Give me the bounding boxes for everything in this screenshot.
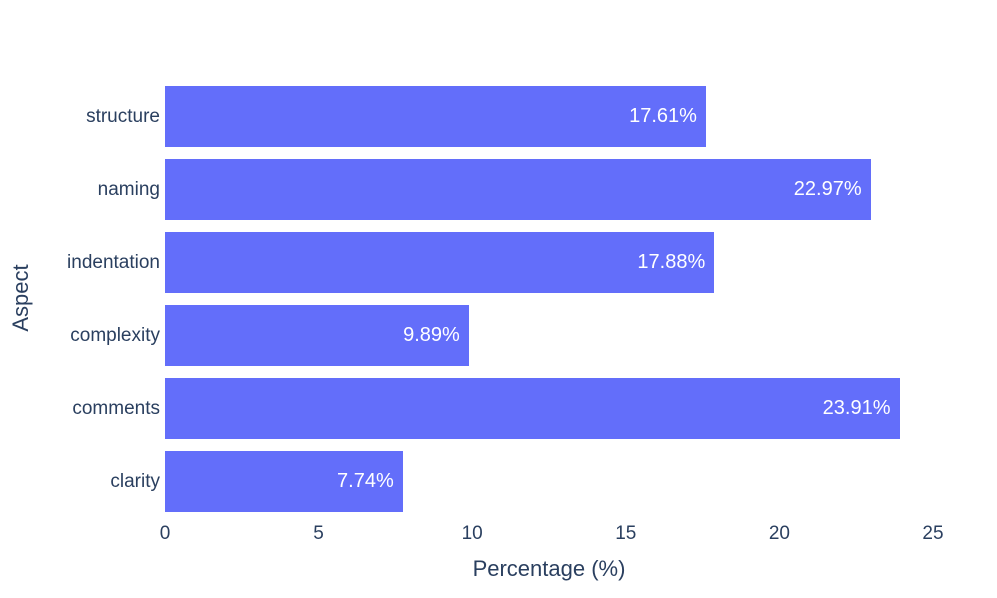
bar: 7.74%	[165, 451, 403, 512]
category-label: complexity	[70, 324, 160, 346]
bar: 9.89%	[165, 305, 469, 366]
chart-row: indentation 17.88%	[0, 232, 997, 293]
bar-value-label: 17.88%	[637, 251, 706, 273]
bar: 17.61%	[165, 86, 706, 147]
bar-value-label: 9.89%	[403, 324, 460, 346]
category-label: structure	[86, 105, 160, 127]
bar: 22.97%	[165, 159, 871, 220]
bar-value-label: 23.91%	[822, 397, 891, 419]
chart-row: comments 23.91%	[0, 378, 997, 439]
chart-row: structure 17.61%	[0, 86, 997, 147]
category-label: comments	[72, 397, 160, 419]
x-axis-title: Percentage (%)	[472, 556, 626, 581]
bar-value-label: 7.74%	[337, 470, 394, 492]
x-tick-label: 5	[313, 523, 324, 544]
bar-value-label: 17.61%	[629, 105, 697, 127]
bar: 17.88%	[165, 232, 715, 293]
x-tick-label: 20	[768, 523, 790, 544]
x-tick-label: 25	[922, 523, 944, 544]
chart-row: naming 22.97%	[0, 159, 997, 220]
bar: 23.91%	[165, 378, 900, 439]
category-label: clarity	[110, 470, 160, 492]
x-tick-label: 15	[615, 523, 637, 544]
bar-value-label: 22.97%	[793, 178, 862, 200]
category-label: indentation	[67, 251, 160, 273]
x-tick-label: 10	[461, 523, 483, 544]
chart-row: clarity 7.74%	[0, 451, 997, 512]
x-tick-label: 0	[159, 523, 171, 544]
chart-row: complexity 9.89%	[0, 305, 997, 366]
category-label: naming	[97, 178, 160, 200]
